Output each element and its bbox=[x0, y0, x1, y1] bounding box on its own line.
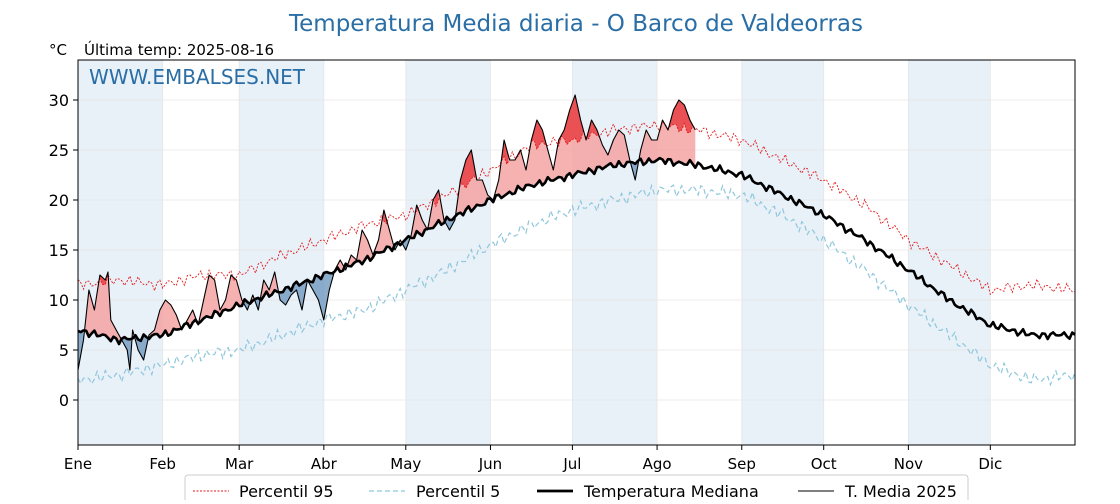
y-tick-label-1: 5 bbox=[59, 341, 69, 360]
month-band-4 bbox=[741, 60, 824, 445]
x-tick-label-7: Ago bbox=[643, 455, 672, 473]
x-tick-label-10: Nov bbox=[894, 455, 923, 473]
chart-title: Temperatura Media diaria - O Barco de Va… bbox=[288, 11, 863, 37]
last-temp-label: Última temp: 2025-08-16 bbox=[84, 40, 274, 59]
series-line-p5 bbox=[77, 183, 1076, 387]
y-tick-label-4: 20 bbox=[49, 191, 69, 210]
x-tick-label-9: Oct bbox=[811, 455, 837, 473]
month-band-0 bbox=[78, 60, 163, 445]
month-band-2 bbox=[405, 60, 491, 445]
y-tick-label-5: 25 bbox=[49, 141, 69, 160]
anomaly-above-fill-8 bbox=[199, 275, 244, 323]
x-tick-label-6: Jul bbox=[562, 455, 581, 473]
anomaly-below-fill-19 bbox=[403, 236, 410, 250]
x-tick-label-0: Ene bbox=[64, 455, 92, 473]
anomaly-above-fill-14 bbox=[334, 260, 343, 272]
y-unit-label: °C bbox=[49, 41, 67, 59]
x-tick-label-3: Abr bbox=[311, 455, 338, 473]
anomaly-above-fill-20 bbox=[411, 205, 427, 238]
anomaly-above-fill-16 bbox=[348, 210, 394, 267]
watermark: WWW.EMBALSES.NET bbox=[89, 65, 306, 89]
extreme-above-fill-6 bbox=[501, 140, 509, 165]
month-band-1 bbox=[239, 60, 324, 445]
y-tick-label-0: 0 bbox=[59, 391, 69, 410]
anomaly-below-fill-13 bbox=[278, 272, 334, 320]
anomaly-above-fill-23 bbox=[456, 95, 630, 216]
extreme-above-fill-0 bbox=[99, 272, 108, 285]
legend-label-median: Temperatura Mediana bbox=[583, 482, 759, 500]
legend-box bbox=[184, 474, 969, 504]
month-band-5 bbox=[908, 60, 991, 445]
x-tick-label-2: Mar bbox=[225, 455, 254, 473]
y-tick-label-2: 10 bbox=[49, 291, 69, 310]
x-tick-label-8: Sep bbox=[728, 455, 756, 473]
y-tick-label-3: 15 bbox=[49, 241, 69, 260]
anomaly-below-fill-24 bbox=[631, 160, 638, 180]
series-line-median bbox=[77, 156, 1076, 346]
x-tick-label-5: Jun bbox=[478, 455, 502, 473]
y-tick-label-6: 30 bbox=[49, 91, 69, 110]
extreme-above-fill-9 bbox=[558, 95, 584, 146]
extreme-above-fill-4 bbox=[434, 190, 439, 207]
plot-frame bbox=[77, 59, 1076, 446]
legend-label-p95: Percentil 95 bbox=[239, 482, 334, 500]
x-tick-label-1: Feb bbox=[149, 455, 176, 473]
x-tick-label-4: May bbox=[390, 455, 421, 473]
extreme-above-fill-5 bbox=[460, 150, 476, 189]
series-line-current-2025 bbox=[77, 94, 696, 371]
month-band-3 bbox=[572, 60, 658, 445]
legend-label-p5: Percentil 5 bbox=[416, 482, 500, 500]
legend-label-current: T. Media 2025 bbox=[844, 482, 957, 500]
legend: Percentil 95 Percentil 5 Temperatura Med… bbox=[184, 474, 969, 504]
anomaly-above-fill-1 bbox=[84, 272, 121, 344]
extreme-above-fill-12 bbox=[669, 100, 693, 133]
x-tick-label-11: Dic bbox=[978, 455, 1002, 473]
extreme-above-fill-10 bbox=[587, 120, 599, 139]
